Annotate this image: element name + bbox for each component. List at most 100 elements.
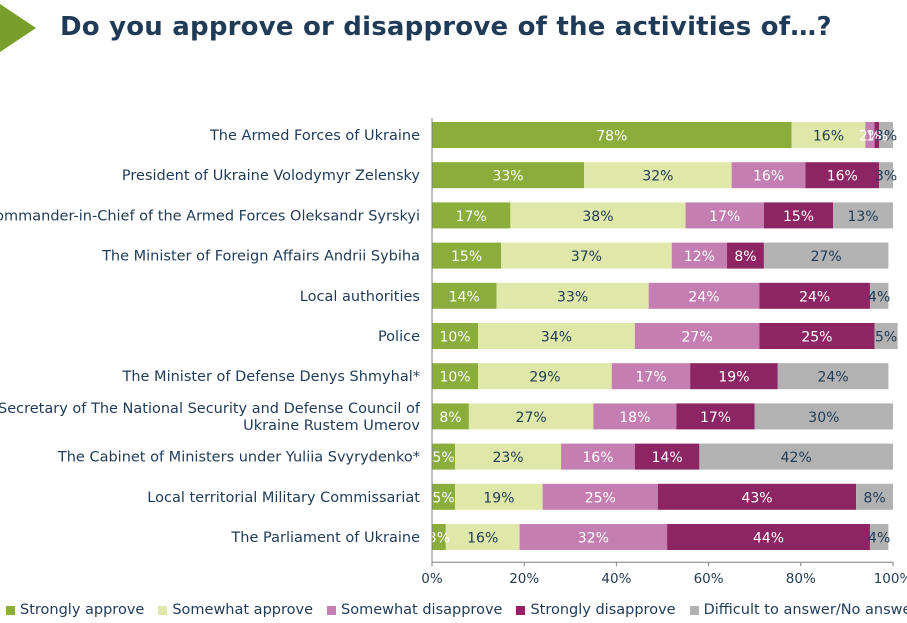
bar-segment xyxy=(432,483,456,510)
legend-label: Strongly disapprove xyxy=(530,602,676,618)
bar-segment xyxy=(432,524,446,550)
x-tick-label: 80% xyxy=(786,571,816,587)
title-triangle-icon xyxy=(0,4,36,52)
data-label: 16% xyxy=(582,450,613,466)
bar-segment xyxy=(671,242,728,269)
data-label: 32% xyxy=(642,169,673,185)
category-label: The Minister of Defense Denys Shmyhal* xyxy=(121,369,420,385)
chart-legend: Strongly approve Somewhat approve Somewhat… xyxy=(6,602,907,618)
bar-segment xyxy=(791,122,866,148)
data-label: 10% xyxy=(439,330,470,346)
bar-segment xyxy=(879,122,893,148)
data-label: 29% xyxy=(529,370,560,386)
data-label: 18% xyxy=(619,410,650,426)
category-label: The Cabinet of Ministers under Yuliia Sv… xyxy=(57,450,420,466)
data-label: 42% xyxy=(781,450,812,466)
category-label: The Armed Forces of Ukraine xyxy=(209,128,420,144)
bar-segment xyxy=(611,363,691,390)
data-label: 17% xyxy=(635,370,666,386)
legend-swatch xyxy=(689,605,699,615)
bar-segment xyxy=(759,323,875,349)
data-label: 23% xyxy=(492,450,523,466)
bar-segment xyxy=(432,202,511,229)
data-label: 4% xyxy=(868,289,890,305)
legend-item: Somewhat disapprove xyxy=(327,602,502,618)
bar-segment xyxy=(676,403,755,430)
category-label: The Secretary of The National Security a… xyxy=(0,401,421,434)
data-label: 4% xyxy=(868,531,890,547)
bar-segment xyxy=(432,122,792,148)
data-label: 3% xyxy=(875,129,897,145)
bar-segment xyxy=(445,524,520,550)
data-label: 13% xyxy=(847,209,878,225)
data-label: 16% xyxy=(813,129,844,145)
bar-segment xyxy=(478,323,635,349)
data-label: 8% xyxy=(439,410,461,426)
data-label: 30% xyxy=(808,410,839,426)
data-label: 24% xyxy=(688,289,719,305)
data-label: 15% xyxy=(783,209,814,225)
data-label: 43% xyxy=(741,490,772,506)
data-label: 34% xyxy=(541,330,572,346)
bar-segment xyxy=(763,202,834,229)
bar-segment xyxy=(432,323,479,349)
bar-segment xyxy=(869,282,889,309)
legend-item: Strongly approve xyxy=(6,602,144,618)
legend-swatch xyxy=(158,605,168,615)
data-label: 27% xyxy=(516,410,547,426)
data-label: 15% xyxy=(451,249,482,265)
bar-segment xyxy=(727,242,764,269)
bar-segment xyxy=(874,122,880,148)
category-label: The Parliament of Ukraine xyxy=(230,530,420,546)
data-label: 8% xyxy=(734,249,756,265)
data-label: 16% xyxy=(753,169,784,185)
bar-segment xyxy=(805,162,880,189)
x-tick-label: 20% xyxy=(509,571,539,587)
bar-segment xyxy=(510,202,686,229)
bar-segment xyxy=(667,524,870,550)
data-label: 33% xyxy=(492,169,523,185)
bar-segment xyxy=(584,162,732,189)
bar-segment xyxy=(657,483,857,510)
bar-segment xyxy=(432,363,479,390)
data-label: 3% xyxy=(428,531,450,547)
data-label: 37% xyxy=(571,249,602,265)
bar-segment xyxy=(478,363,612,390)
legend-swatch xyxy=(516,605,526,615)
data-label: 78% xyxy=(596,129,627,145)
bar-segment xyxy=(432,403,469,430)
bar-segment xyxy=(432,443,456,470)
data-label: 33% xyxy=(557,289,588,305)
data-label: 19% xyxy=(718,370,749,386)
legend-item: Strongly disapprove xyxy=(516,602,676,618)
bar-segment xyxy=(685,202,764,229)
data-label: 14% xyxy=(652,450,683,466)
data-label: 1% xyxy=(866,129,888,145)
bar-segment xyxy=(648,282,760,309)
legend-item: Difficult to answer/No answer xyxy=(689,602,907,618)
data-label: 17% xyxy=(700,410,731,426)
bar-segment xyxy=(690,363,778,390)
data-label: 12% xyxy=(684,249,715,265)
category-label: President of Ukraine Volodymyr Zelensky xyxy=(122,168,420,184)
bar-segment xyxy=(833,202,893,229)
bar-segment xyxy=(455,443,562,470)
page-title: Do you approve or disapprove of the acti… xyxy=(60,12,832,42)
bar-segment xyxy=(634,323,760,349)
bar-segment xyxy=(874,323,898,349)
data-label: 24% xyxy=(799,289,830,305)
bar-segment xyxy=(865,122,875,148)
bar-segment xyxy=(468,403,594,430)
data-label: 27% xyxy=(682,330,713,346)
data-label: 25% xyxy=(585,490,616,506)
category-label: Local territorial Military Commissariat xyxy=(147,490,420,506)
bar-segment xyxy=(561,443,635,470)
bar-segment xyxy=(455,483,543,510)
bar-segment xyxy=(542,483,658,510)
data-label: 3% xyxy=(875,169,897,185)
category-label: The Minister of Foreign Affairs Andrii S… xyxy=(101,249,420,265)
data-label: 14% xyxy=(449,289,480,305)
bar-segment xyxy=(432,282,497,309)
legend-label: Strongly approve xyxy=(20,602,145,618)
bar-segment xyxy=(634,443,700,470)
